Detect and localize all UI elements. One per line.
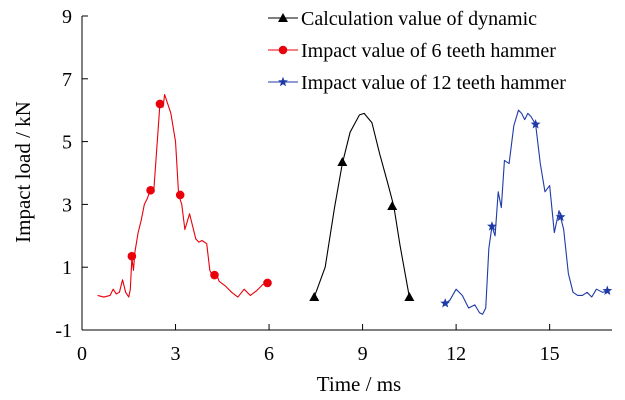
- x-tick-label: 15: [540, 343, 560, 365]
- y-tick-label: 7: [62, 69, 72, 91]
- legend-item: Impact value of 6 teeth hammer: [268, 40, 556, 62]
- series-marker: [337, 157, 348, 167]
- legend: Calculation value of dynamic Impact value…: [268, 8, 566, 94]
- legend-marker: [278, 13, 288, 22]
- series-marker: [440, 298, 451, 308]
- axes: -1 1 3 5 7 9 0 3 6 9 12 15: [55, 6, 612, 365]
- legend-label: Calculation value of dynamic: [301, 8, 537, 30]
- legend-marker: [278, 45, 288, 55]
- x-tick-label: 3: [171, 343, 181, 365]
- series-marker: [263, 278, 272, 288]
- y-tick-label: 9: [62, 6, 72, 28]
- series-1: [309, 112, 415, 302]
- series-layer: [97, 93, 613, 315]
- y-tick-label: 1: [62, 257, 72, 279]
- series-marker: [155, 99, 165, 109]
- series-marker: [127, 251, 137, 261]
- x-axis-title: Time / ms: [317, 372, 401, 396]
- series-marker: [175, 190, 185, 200]
- series-2: [97, 93, 272, 298]
- series-line: [97, 93, 268, 298]
- series-3: [440, 109, 613, 315]
- y-tick-label: -1: [55, 320, 72, 342]
- series-marker: [146, 185, 155, 195]
- series-marker: [387, 200, 398, 210]
- series-marker: [309, 292, 320, 302]
- x-tick-label: 9: [358, 343, 368, 365]
- series-marker: [555, 211, 566, 222]
- y-axis-title: Impact load / kN: [11, 101, 35, 243]
- y-tick-label: 5: [62, 132, 72, 154]
- x-tick-label: 6: [264, 343, 274, 365]
- legend-marker: [278, 76, 288, 87]
- legend-item: Impact value of 12 teeth hammer: [268, 72, 566, 94]
- legend-label: Impact value of 6 teeth hammer: [301, 40, 556, 62]
- y-tick-label: 3: [62, 194, 72, 216]
- series-marker: [487, 221, 497, 231]
- legend-label: Impact value of 12 teeth hammer: [301, 72, 566, 94]
- legend-item: Calculation value of dynamic: [268, 8, 537, 30]
- series-line: [313, 112, 410, 298]
- x-tick-label: 0: [77, 343, 87, 365]
- series-line: [444, 109, 610, 315]
- series-marker: [210, 270, 219, 280]
- series-marker: [530, 119, 541, 129]
- series-marker: [404, 292, 415, 302]
- x-tick-label: 12: [446, 343, 466, 365]
- series-marker: [602, 285, 613, 295]
